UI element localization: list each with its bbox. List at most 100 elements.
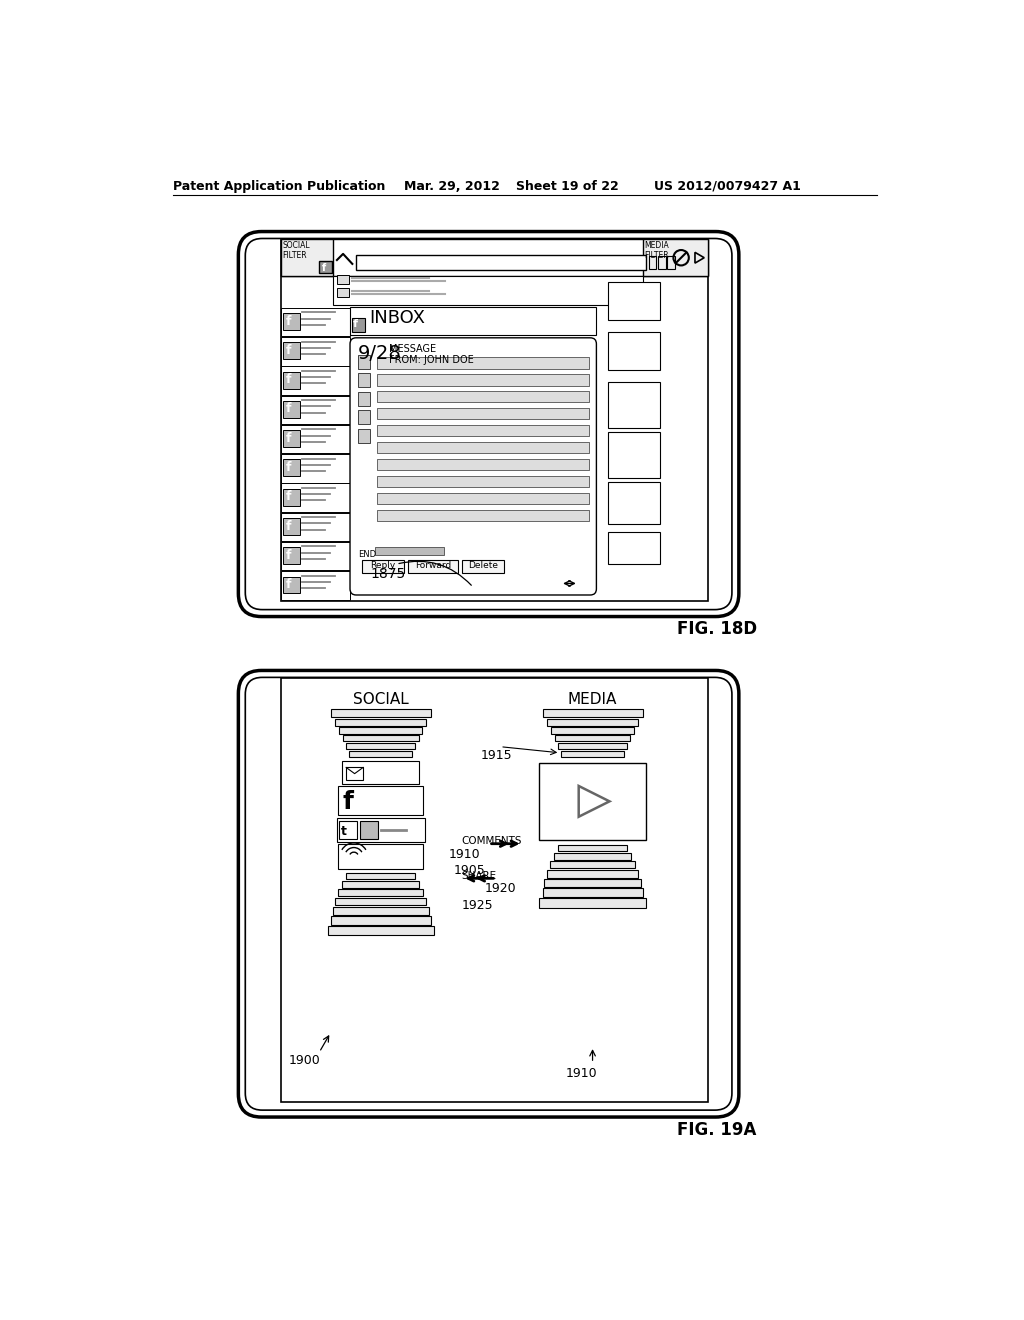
- Text: f: f: [286, 549, 291, 562]
- Text: 1915: 1915: [481, 748, 513, 762]
- Bar: [281, 483, 350, 512]
- Bar: [337, 288, 349, 297]
- Text: Mar. 29, 2012: Mar. 29, 2012: [403, 180, 500, 193]
- Bar: [283, 313, 300, 330]
- Bar: [283, 517, 300, 535]
- Bar: [339, 890, 423, 896]
- Bar: [337, 817, 425, 842]
- Text: MEDIA: MEDIA: [568, 692, 617, 708]
- Bar: [283, 401, 300, 418]
- Bar: [608, 532, 660, 564]
- Text: 1920: 1920: [484, 882, 516, 895]
- Bar: [543, 709, 643, 718]
- Bar: [333, 276, 643, 305]
- Bar: [608, 331, 660, 370]
- Bar: [319, 261, 332, 273]
- Bar: [351, 318, 366, 331]
- Bar: [336, 719, 426, 726]
- Bar: [540, 899, 646, 908]
- Text: f: f: [286, 520, 291, 532]
- Bar: [349, 751, 413, 756]
- Bar: [357, 411, 370, 424]
- Text: END: END: [357, 550, 376, 560]
- Bar: [377, 510, 589, 521]
- Text: t: t: [340, 825, 346, 838]
- Text: MESSAGE: MESSAGE: [388, 345, 435, 354]
- Text: US 2012/0079427 A1: US 2012/0079427 A1: [654, 180, 801, 193]
- Bar: [336, 898, 426, 906]
- Text: FIG. 18D: FIG. 18D: [677, 620, 758, 639]
- Bar: [328, 927, 434, 936]
- Bar: [377, 492, 589, 504]
- Bar: [547, 870, 638, 878]
- Bar: [281, 308, 350, 337]
- Text: f: f: [353, 319, 358, 329]
- Bar: [377, 459, 589, 470]
- Bar: [357, 429, 370, 442]
- Bar: [608, 381, 660, 428]
- Text: 1910: 1910: [449, 847, 480, 861]
- Bar: [551, 727, 634, 734]
- Text: INBOX: INBOX: [370, 309, 425, 327]
- Bar: [377, 475, 589, 487]
- Bar: [668, 256, 675, 268]
- Bar: [377, 391, 589, 403]
- Text: 1905: 1905: [454, 865, 485, 878]
- Bar: [643, 239, 708, 276]
- Bar: [377, 358, 589, 368]
- Text: SOCIAL: SOCIAL: [353, 692, 409, 708]
- Bar: [377, 374, 589, 385]
- Bar: [281, 678, 708, 1102]
- Bar: [375, 548, 444, 554]
- Bar: [608, 482, 660, 524]
- Bar: [281, 454, 350, 483]
- Bar: [547, 719, 638, 726]
- Bar: [346, 743, 416, 748]
- Bar: [377, 442, 589, 453]
- Bar: [539, 763, 646, 840]
- Text: f: f: [322, 263, 326, 273]
- Bar: [283, 577, 300, 594]
- Bar: [281, 367, 350, 395]
- Bar: [357, 392, 370, 405]
- Text: f: f: [286, 314, 291, 327]
- Text: Delete: Delete: [468, 561, 498, 570]
- Bar: [346, 767, 364, 780]
- Bar: [608, 432, 660, 478]
- Bar: [281, 239, 333, 276]
- Text: Sheet 19 of 22: Sheet 19 of 22: [515, 180, 618, 193]
- Bar: [281, 239, 708, 276]
- FancyBboxPatch shape: [350, 338, 596, 595]
- Bar: [281, 337, 350, 366]
- Bar: [333, 907, 429, 915]
- Bar: [545, 879, 641, 887]
- Text: f: f: [286, 461, 291, 474]
- Bar: [350, 308, 596, 335]
- Text: 1875: 1875: [371, 566, 407, 581]
- Text: FROM: JOHN DOE: FROM: JOHN DOE: [388, 355, 473, 364]
- Bar: [331, 916, 431, 924]
- Bar: [339, 845, 423, 869]
- Text: f: f: [286, 490, 291, 503]
- Text: SOCIAL
FILTER: SOCIAL FILTER: [283, 240, 310, 260]
- Bar: [339, 821, 357, 840]
- Text: SHARE: SHARE: [462, 871, 497, 880]
- Text: 1925: 1925: [462, 899, 494, 912]
- Bar: [346, 873, 416, 879]
- Text: 9/28: 9/28: [357, 345, 401, 363]
- Text: f: f: [286, 403, 291, 416]
- Text: Patent Application Publication: Patent Application Publication: [173, 180, 385, 193]
- Bar: [359, 821, 378, 840]
- Bar: [339, 727, 422, 734]
- Bar: [283, 548, 300, 564]
- Text: f: f: [342, 789, 353, 814]
- Bar: [283, 372, 300, 388]
- Bar: [283, 342, 300, 359]
- Text: Reply: Reply: [370, 561, 395, 570]
- Bar: [558, 743, 628, 748]
- Bar: [281, 572, 350, 599]
- Bar: [361, 560, 403, 573]
- Bar: [283, 488, 300, 506]
- Bar: [357, 374, 370, 387]
- Bar: [281, 239, 708, 601]
